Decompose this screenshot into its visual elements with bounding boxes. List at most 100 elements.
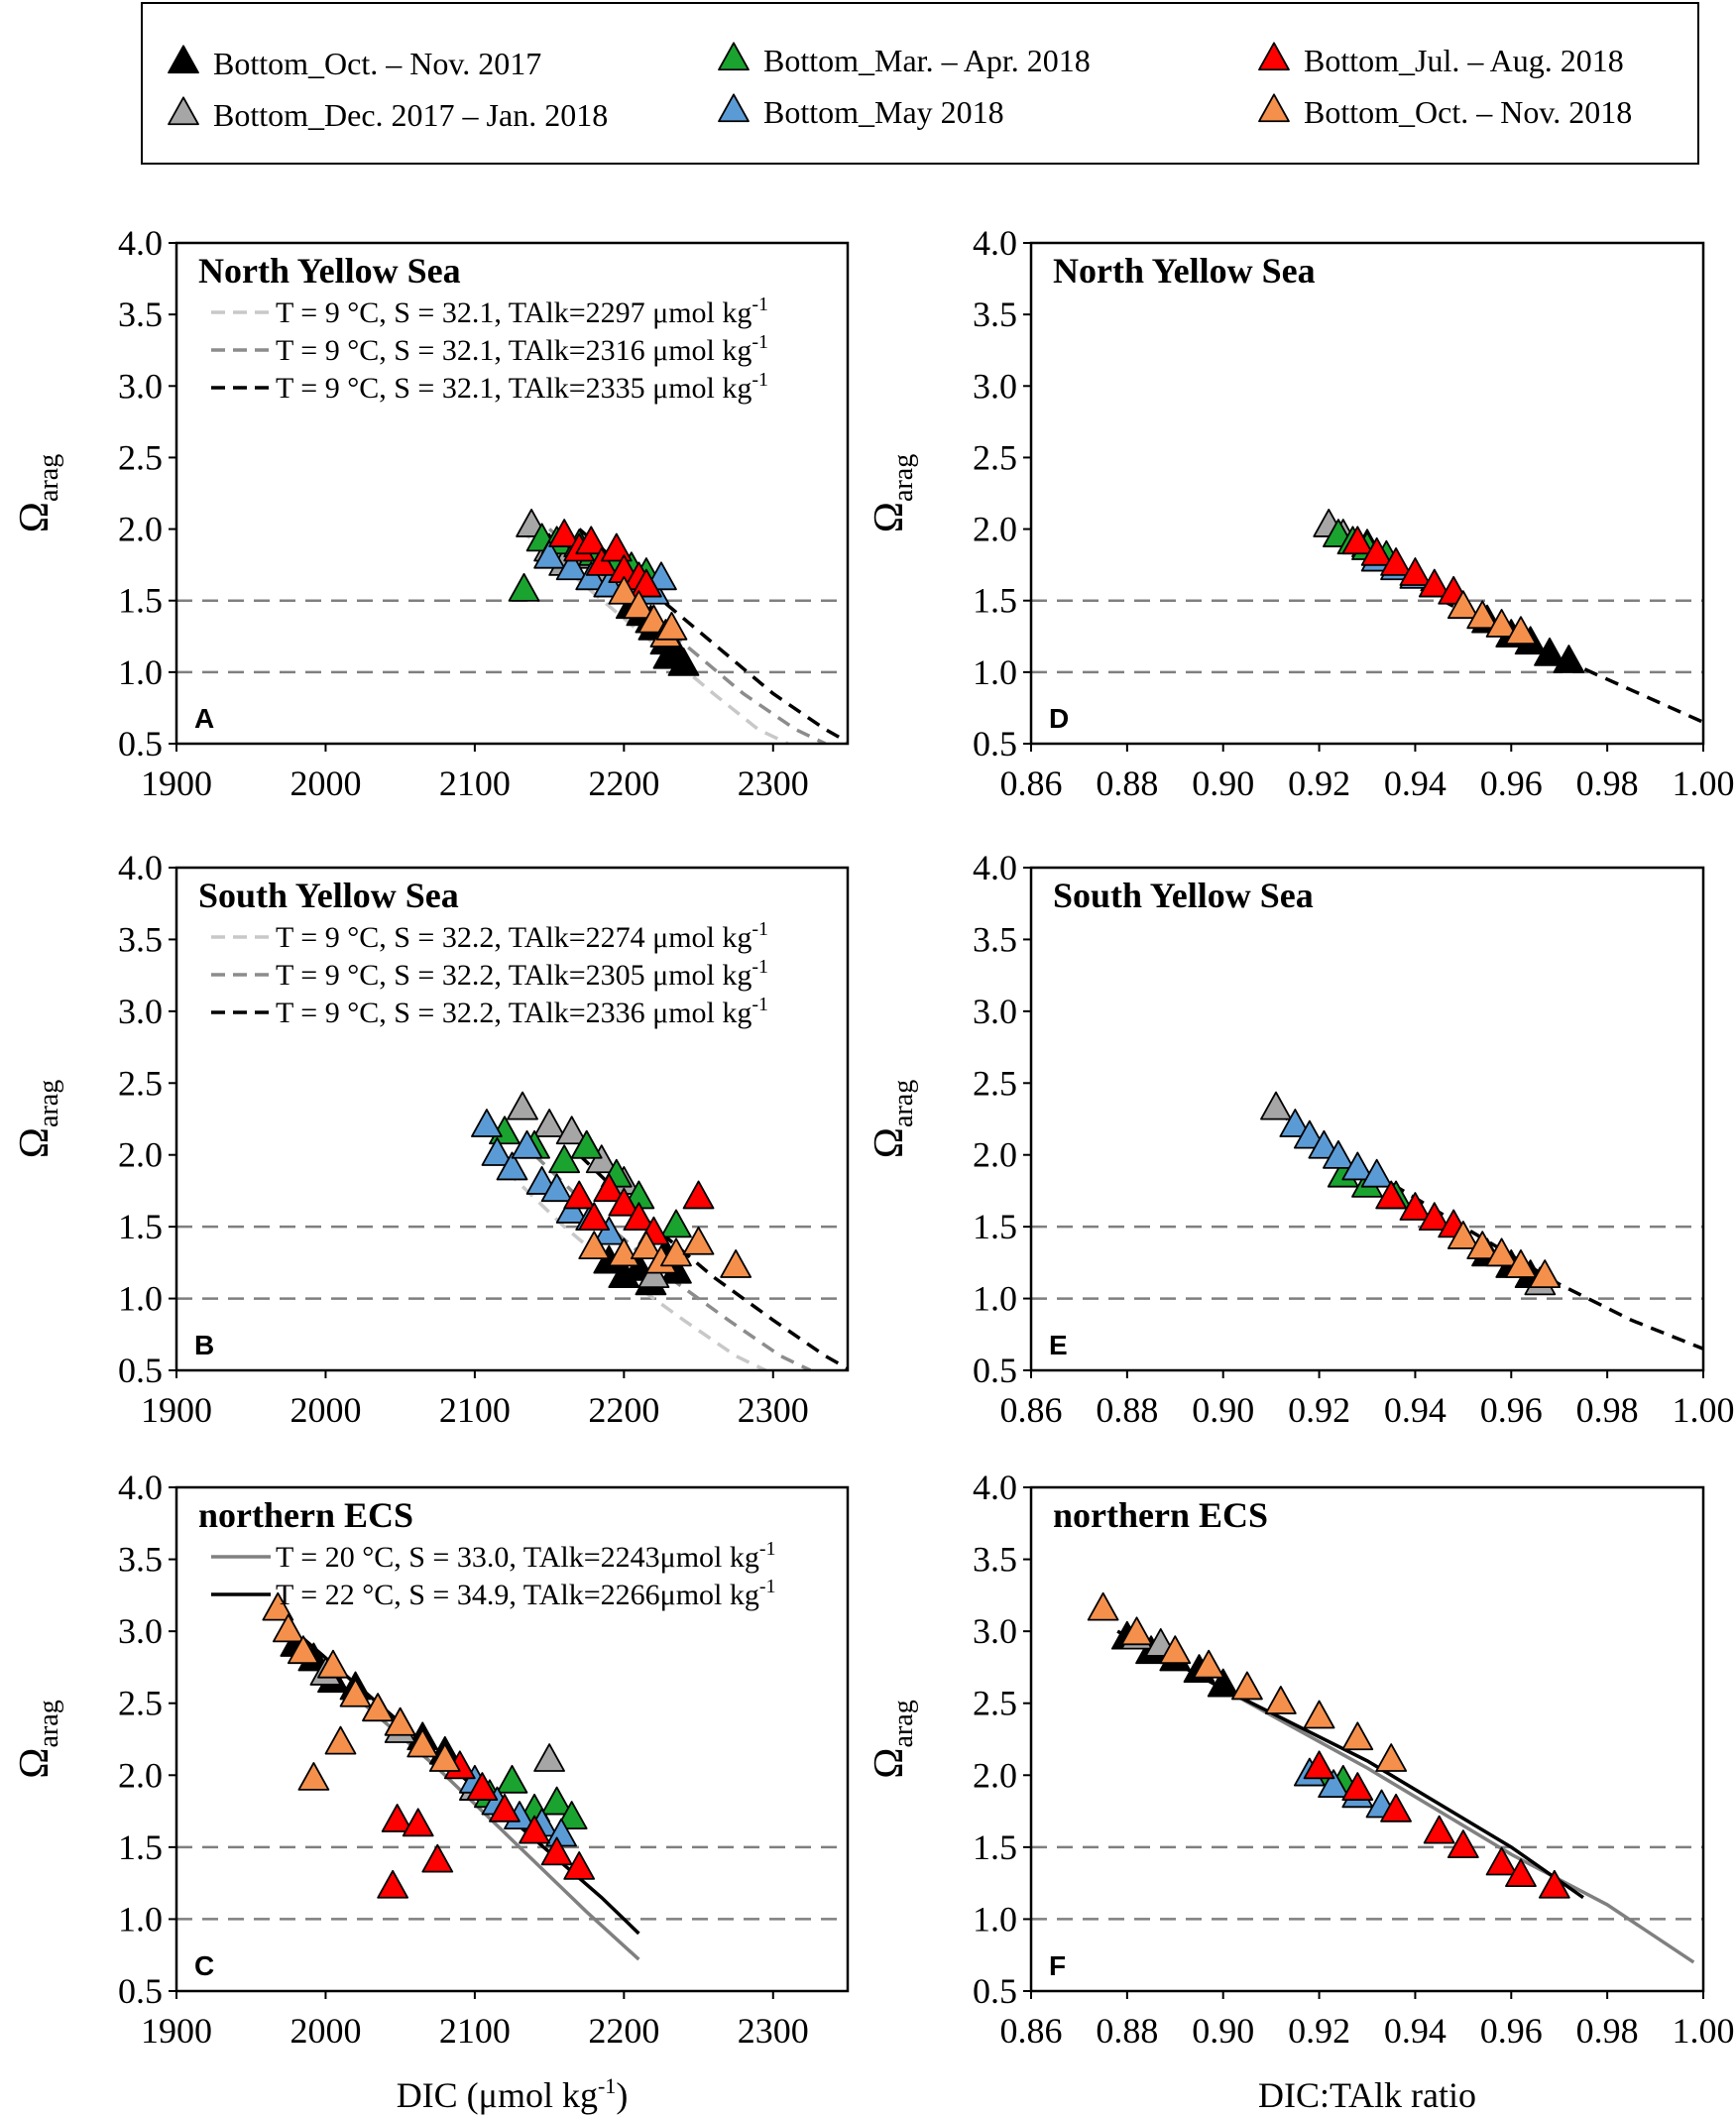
panel-a-series-6-point (637, 604, 670, 634)
panel-e-xtick-label: 0.96 (1480, 1390, 1543, 1430)
panel-c-ytick-label: 2.0 (118, 1755, 163, 1795)
panel-a-y-axis-label: Ωarag (12, 454, 64, 532)
panel-c-series-6-point (317, 1649, 349, 1679)
panel-f-series-5 (1303, 1750, 1570, 1899)
panel-b-xtick-label: 2300 (738, 1390, 809, 1430)
panel-a-series-3-point (508, 572, 540, 602)
panel-e-series-4-point (1323, 1139, 1354, 1169)
panel-c-series-3-point (555, 1801, 588, 1829)
panel-d-frame (1029, 241, 1705, 746)
panel-e-series-6-point (1466, 1231, 1499, 1260)
panel-a-xtick-label: 2300 (738, 764, 809, 803)
panel-a-series-4-point (555, 551, 588, 581)
panel-b-ref-legend-sup-1: -1 (752, 918, 768, 940)
panel-e-ytick-label: 0.5 (973, 1351, 1017, 1390)
panel-b-series-4-point (593, 1216, 626, 1245)
panel-a-ytick-label: 1.0 (118, 652, 163, 692)
panel-a-ref-legend-sup-2: -1 (752, 331, 768, 353)
panel-d-ytick-label: 1.5 (973, 581, 1017, 621)
panel-d-points (1313, 509, 1585, 673)
panel-e-ytick-label: 2.5 (973, 1063, 1017, 1103)
panel-f-frame (1029, 1485, 1705, 1993)
panel-c-series-3-point (496, 1764, 528, 1794)
panel-f-series-5-point (1447, 1829, 1479, 1859)
panel-c-xtick-label: 2100 (439, 2011, 511, 2051)
panel-f-series-6-point (1375, 1743, 1408, 1772)
panel-b-y-axis-label-sub: arag (34, 1080, 64, 1127)
panel-b-ref-legend-label-3: T = 9 °C, S = 32.2, TAlk=2336 μmol kg-1 (276, 994, 768, 1029)
panel-c-ref-legend-text-1: T = 20 °C, S = 33.0, TAlk=2243μmol kg (276, 1541, 759, 1574)
panel-c-series-5-point (402, 1808, 434, 1837)
panel-b-series-6-point (631, 1231, 662, 1260)
panel-c-y-axis-label-sub: arag (34, 1700, 64, 1747)
panel-f-series-6-point (1159, 1635, 1192, 1665)
panel-c-series-6-point (272, 1613, 304, 1643)
panel-d-ytick-label: 3.0 (973, 366, 1017, 406)
panel-c-ytick-label: 2.5 (118, 1684, 163, 1723)
panel-b-ref-legend-text-2: T = 9 °C, S = 32.2, TAlk=2305 μmol kg (276, 959, 752, 992)
x-axis-label-dic: DIC (μmol kg-1) (397, 2073, 629, 2115)
panel-f-xtick-label: 0.94 (1384, 2011, 1447, 2051)
panel-f-ytick-label: 2.5 (973, 1684, 1017, 1723)
panel-a-xtick-label: 1900 (141, 764, 212, 803)
panel-c-series-6-point (287, 1635, 319, 1665)
panel-e-series-4 (1279, 1109, 1393, 1188)
panel-c-series-5-point (563, 1850, 596, 1880)
panel-e-xtick-label: 0.98 (1576, 1390, 1639, 1430)
legend-marker-5 (1258, 42, 1290, 71)
panel-b-series-5-point (682, 1180, 715, 1210)
panel-e-title: South Yellow Sea (1053, 876, 1314, 915)
panel-d-series-6-point (1447, 590, 1479, 620)
panel-d-series-6 (1447, 590, 1537, 646)
panel-a-ref-legend-label-1: T = 9 °C, S = 32.1, TAlk=2297 μmol kg-1 (276, 294, 768, 329)
panel-c-series-5-point (489, 1793, 521, 1823)
panel-e-y-axis-label-main: Ω (867, 1127, 912, 1158)
panel-b-title: South Yellow Sea (198, 876, 459, 915)
panel-d-ytick-label: 3.5 (973, 294, 1017, 334)
panel-c-letter: C (194, 1950, 214, 1981)
x-axis-label-dic-sup: -1 (598, 2073, 616, 2098)
panel-b-series-5 (563, 1173, 715, 1245)
panel-b-ytick-label: 3.5 (118, 919, 163, 959)
panel-b-points (471, 1091, 752, 1296)
panel-e-plot-area (1031, 868, 1703, 1370)
legend-frame (141, 2, 1699, 165)
panel-b-series-2-point (555, 1116, 588, 1145)
panel-c-series-5-point (519, 1815, 550, 1844)
panel-b-ref-legend-sup-3: -1 (752, 994, 768, 1015)
panel-f-ytick-label: 0.5 (973, 1971, 1017, 2011)
panel-a-series-5-point (600, 532, 633, 562)
panel-a-series-6 (608, 575, 688, 647)
x-axis-label-ratio: DIC:TAlk ratio (1258, 2075, 1476, 2115)
panel-d-ytick-label: 4.0 (973, 223, 1017, 263)
panel-f-series-6 (1087, 1591, 1408, 1772)
x-axis-label-dic-main: DIC (μmol kg (397, 2075, 598, 2115)
panel-e-xtick-label: 0.88 (1096, 1390, 1158, 1430)
panel-d-series-1-point (1534, 637, 1565, 666)
panel-a-ref-legend-sup-3: -1 (752, 369, 768, 391)
panel-d-series-5-point (1399, 557, 1432, 586)
panel-c-y-axis-label-main: Ω (12, 1747, 58, 1778)
panel-f-series-5-point (1485, 1846, 1518, 1876)
panel-f-y-axis-label: Ωarag (867, 1700, 919, 1778)
panel-c-y-axis-label: Ωarag (12, 1700, 64, 1778)
panel-a-series-6-point (623, 590, 655, 620)
panel-c-series-5-point (381, 1804, 413, 1832)
panel-f-ytick-label: 2.0 (973, 1755, 1017, 1795)
panel-e-y-axis-label: Ωarag (867, 1080, 919, 1158)
panel-b-series-2-point (533, 1109, 566, 1137)
panel-b-xtick-label: 2200 (588, 1390, 659, 1430)
panel-a-title: North Yellow Sea (198, 251, 461, 291)
panel-a-ref-legend-label-3: T = 9 °C, S = 32.1, TAlk=2335 μmol kg-1 (276, 369, 768, 405)
panel-e-ytick-label: 3.0 (973, 992, 1017, 1031)
panel-d-y-axis-label: Ωarag (867, 454, 919, 532)
panel-b-series-6-point (682, 1226, 715, 1255)
panel-a-series-5-point (548, 519, 581, 547)
panel-a-series-6-point (655, 611, 688, 641)
panel-e-letter: E (1049, 1330, 1068, 1360)
panel-c-xtick-label: 2000 (289, 2011, 361, 2051)
panel-d-xtick-label: 0.92 (1288, 764, 1350, 803)
panel-b-ytick-label: 4.0 (118, 848, 163, 887)
panel-b-series-6-point (660, 1237, 692, 1267)
